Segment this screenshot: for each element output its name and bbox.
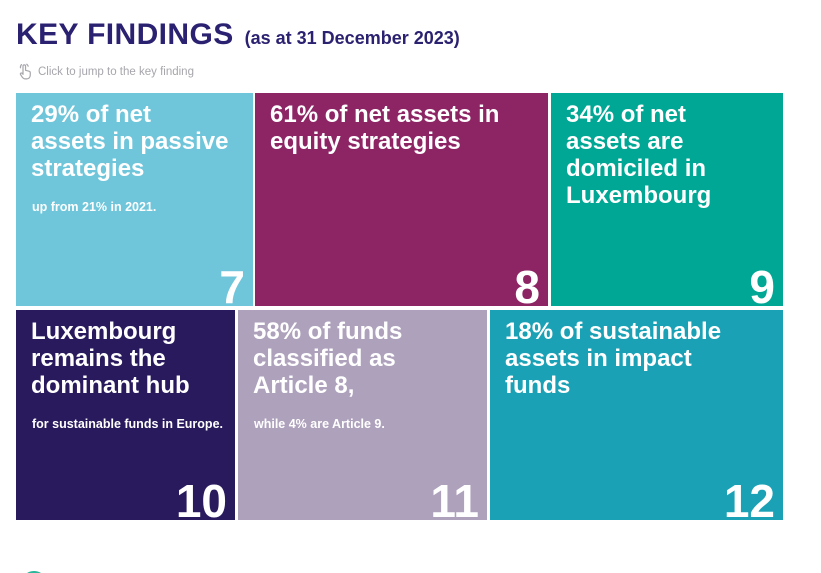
tile-headline: Luxembourg remains the dominant hub [31, 318, 190, 399]
tile-number: 7 [219, 261, 245, 306]
tile-number: 9 [749, 261, 775, 306]
tile-headline: 61% of net assets in equity strategies [270, 101, 500, 155]
tile-subtext: up from 21% in 2021. [32, 200, 157, 214]
page-subtitle: (as at 31 December 2023) [244, 28, 460, 48]
tile-subtext: for sustainable funds in Europe. [32, 417, 223, 431]
click-hint-label: Click to jump to the key finding [38, 66, 194, 78]
finding-tile-9[interactable]: 34% of net assets are domiciled in Luxem… [551, 93, 783, 306]
tile-number: 11 [430, 475, 479, 520]
finding-tile-11[interactable]: 58% of funds classified as Article 8, wh… [238, 310, 487, 520]
tile-headline: 34% of net assets are domiciled in Luxem… [566, 101, 712, 209]
tile-headline: 18% of sustainable assets in impact fund… [505, 318, 722, 399]
finding-tile-12[interactable]: 18% of sustainable assets in impact fund… [490, 310, 783, 520]
click-hand-icon [17, 63, 32, 81]
click-hint: Click to jump to the key finding [17, 63, 194, 81]
tile-headline: 29% of net assets in passive strategies [31, 101, 229, 182]
finding-tile-10[interactable]: Luxembourg remains the dominant hub for … [16, 310, 235, 520]
finding-tile-7[interactable]: 29% of net assets in passive strategies … [16, 93, 253, 306]
tile-number: 8 [514, 261, 540, 306]
page-header: KEY FINDINGS (as at 31 December 2023) [16, 18, 460, 52]
tile-number: 10 [175, 475, 227, 520]
tile-headline: 58% of funds classified as Article 8, [253, 318, 403, 399]
tile-number: 12 [723, 475, 775, 520]
tile-subtext: while 4% are Article 9. [254, 417, 385, 431]
finding-tile-8[interactable]: 61% of net assets in equity strategies 8 [255, 93, 548, 306]
page-title: KEY FINDINGS [16, 18, 234, 51]
